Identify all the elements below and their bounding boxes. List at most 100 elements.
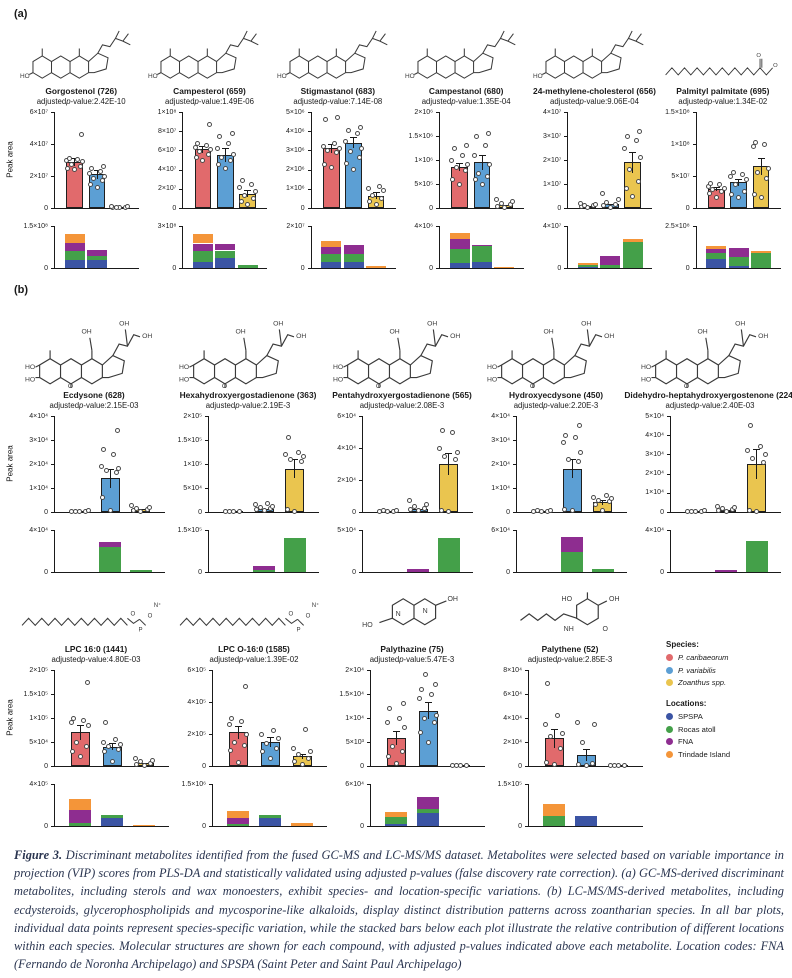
y-axis-line [370,784,371,826]
legend-color-dot [666,666,673,674]
data-point [226,141,232,147]
y-tick-label: 0 [300,204,305,212]
data-point [743,177,749,183]
x-axis-line [370,766,485,767]
structure-drawing: N N HO OH [336,588,488,642]
y-tick-label: 6×10⁷ [158,146,177,154]
legend-locations-title: Locations: [666,699,707,708]
y-tick-mark [692,144,696,145]
stacked-segment [472,246,492,262]
data-point [267,755,273,761]
data-point [97,168,103,174]
data-point [746,507,752,513]
y-tick-label: 0 [429,264,433,272]
data-point [751,192,757,198]
y-tick-label: 5×10⁷ [671,172,690,180]
data-point [276,736,282,742]
stacked-segment [449,233,470,239]
y-tick-label: 2×10⁶ [414,108,433,116]
y-tick-label: 6×10⁴ [345,780,364,788]
data-point [557,745,563,751]
data-point [401,701,407,707]
data-point [425,739,431,745]
main-chart: 0 2×10⁷ 4×10⁷ 6×10⁷ 8×10⁷ 1×10⁸ [148,109,270,214]
pvalue-prefix: adjusted [36,97,67,106]
error-bar-cap [291,459,299,461]
data-point [129,502,135,508]
data-point [422,672,428,678]
y-tick-mark [51,144,54,145]
main-chart: 0 5×10⁴ 1×10⁵ 1.5×10⁵ 2×10⁵ Peak area [6,667,172,772]
y-tick-mark [51,742,54,743]
y-tick-mark [205,530,208,531]
svg-text:HO: HO [25,364,35,371]
data-point [91,175,97,181]
y-tick-mark [525,694,528,695]
legend-label: Trindade Island [678,749,731,759]
x-axis-line [54,826,169,827]
data-point [463,143,469,149]
pvalue-prefix: adjusted [49,401,80,410]
y-tick-mark [51,670,54,671]
compound-name-text: Campesterol (659) [173,86,246,96]
svg-text:OH: OH [81,329,91,336]
error-bar-cap [424,702,432,704]
stacked-segment [366,266,387,268]
x-axis-line [310,208,396,209]
x-axis-line [54,766,169,767]
pvalue-p: p [239,655,244,664]
y-tick-mark [692,112,696,113]
data-point [132,756,138,762]
data-point [542,721,548,727]
y-axis-line [54,226,55,268]
compound-name-text: LPC 16:0 (1441) [64,644,128,654]
legend-color-dot [666,738,673,745]
error-bar-cap [372,192,380,194]
data-point [384,720,390,726]
data-point [252,502,258,508]
svg-text:OH: OH [235,329,245,336]
error-bar-cap [76,725,84,727]
y-tick-label: 2×10⁴ [29,460,48,468]
data-point [766,166,772,172]
data-point [494,196,500,202]
y-tick-mark [564,112,568,113]
pvalue-line: adjusted p -value: 7.14E-08 [277,97,399,106]
figure-3: (a) HO Gorgostenol (726) adjusted p -value:… [5,8,792,974]
legend-label: P. variabilis [678,665,716,675]
pvalue-line: adjusted p -value: 2.15E-03 [20,401,168,410]
data-point [577,423,583,429]
data-point [241,742,247,748]
y-tick-label: 0 [44,568,48,576]
compound-column: OH OH OH HO HO O Pentahydroxyergostadienone (5… [328,296,476,580]
data-point [65,165,71,171]
stacked-chart: 0 4×10⁶ [405,223,527,276]
pvalue-line: adjusted p -value: 4.80E-03 [20,655,172,664]
legend-color-dot [666,713,673,720]
data-point [599,191,605,197]
stacked-segment [343,262,364,268]
species-bar [451,167,468,208]
y-tick-mark [51,826,54,827]
stacked-segment [227,811,249,819]
y-axis-line [670,416,671,512]
stacked-segment [577,262,598,265]
main-chart: 0 2×10⁵ 4×10⁵ 6×10⁵ [178,667,330,772]
x-axis-line [528,826,643,827]
svg-text:OH: OH [609,596,620,603]
data-point [138,508,144,514]
error-bar-cap [221,148,229,150]
y-tick-label: 0 [518,762,522,770]
error-bar-cap [735,178,743,180]
stacked-segment [407,569,429,572]
y-tick-label: 2×10⁴ [645,470,664,478]
data-point [754,508,760,514]
y-axis-title: Peak area [5,141,15,178]
svg-text:P: P [297,628,301,634]
y-tick-mark [51,572,54,573]
data-point [228,158,234,164]
pvalue-value: 2.85E-3 [584,655,613,664]
data-point [463,762,469,768]
pvalue-prefix: adjusted [513,401,544,410]
stacked-segment [575,816,597,826]
